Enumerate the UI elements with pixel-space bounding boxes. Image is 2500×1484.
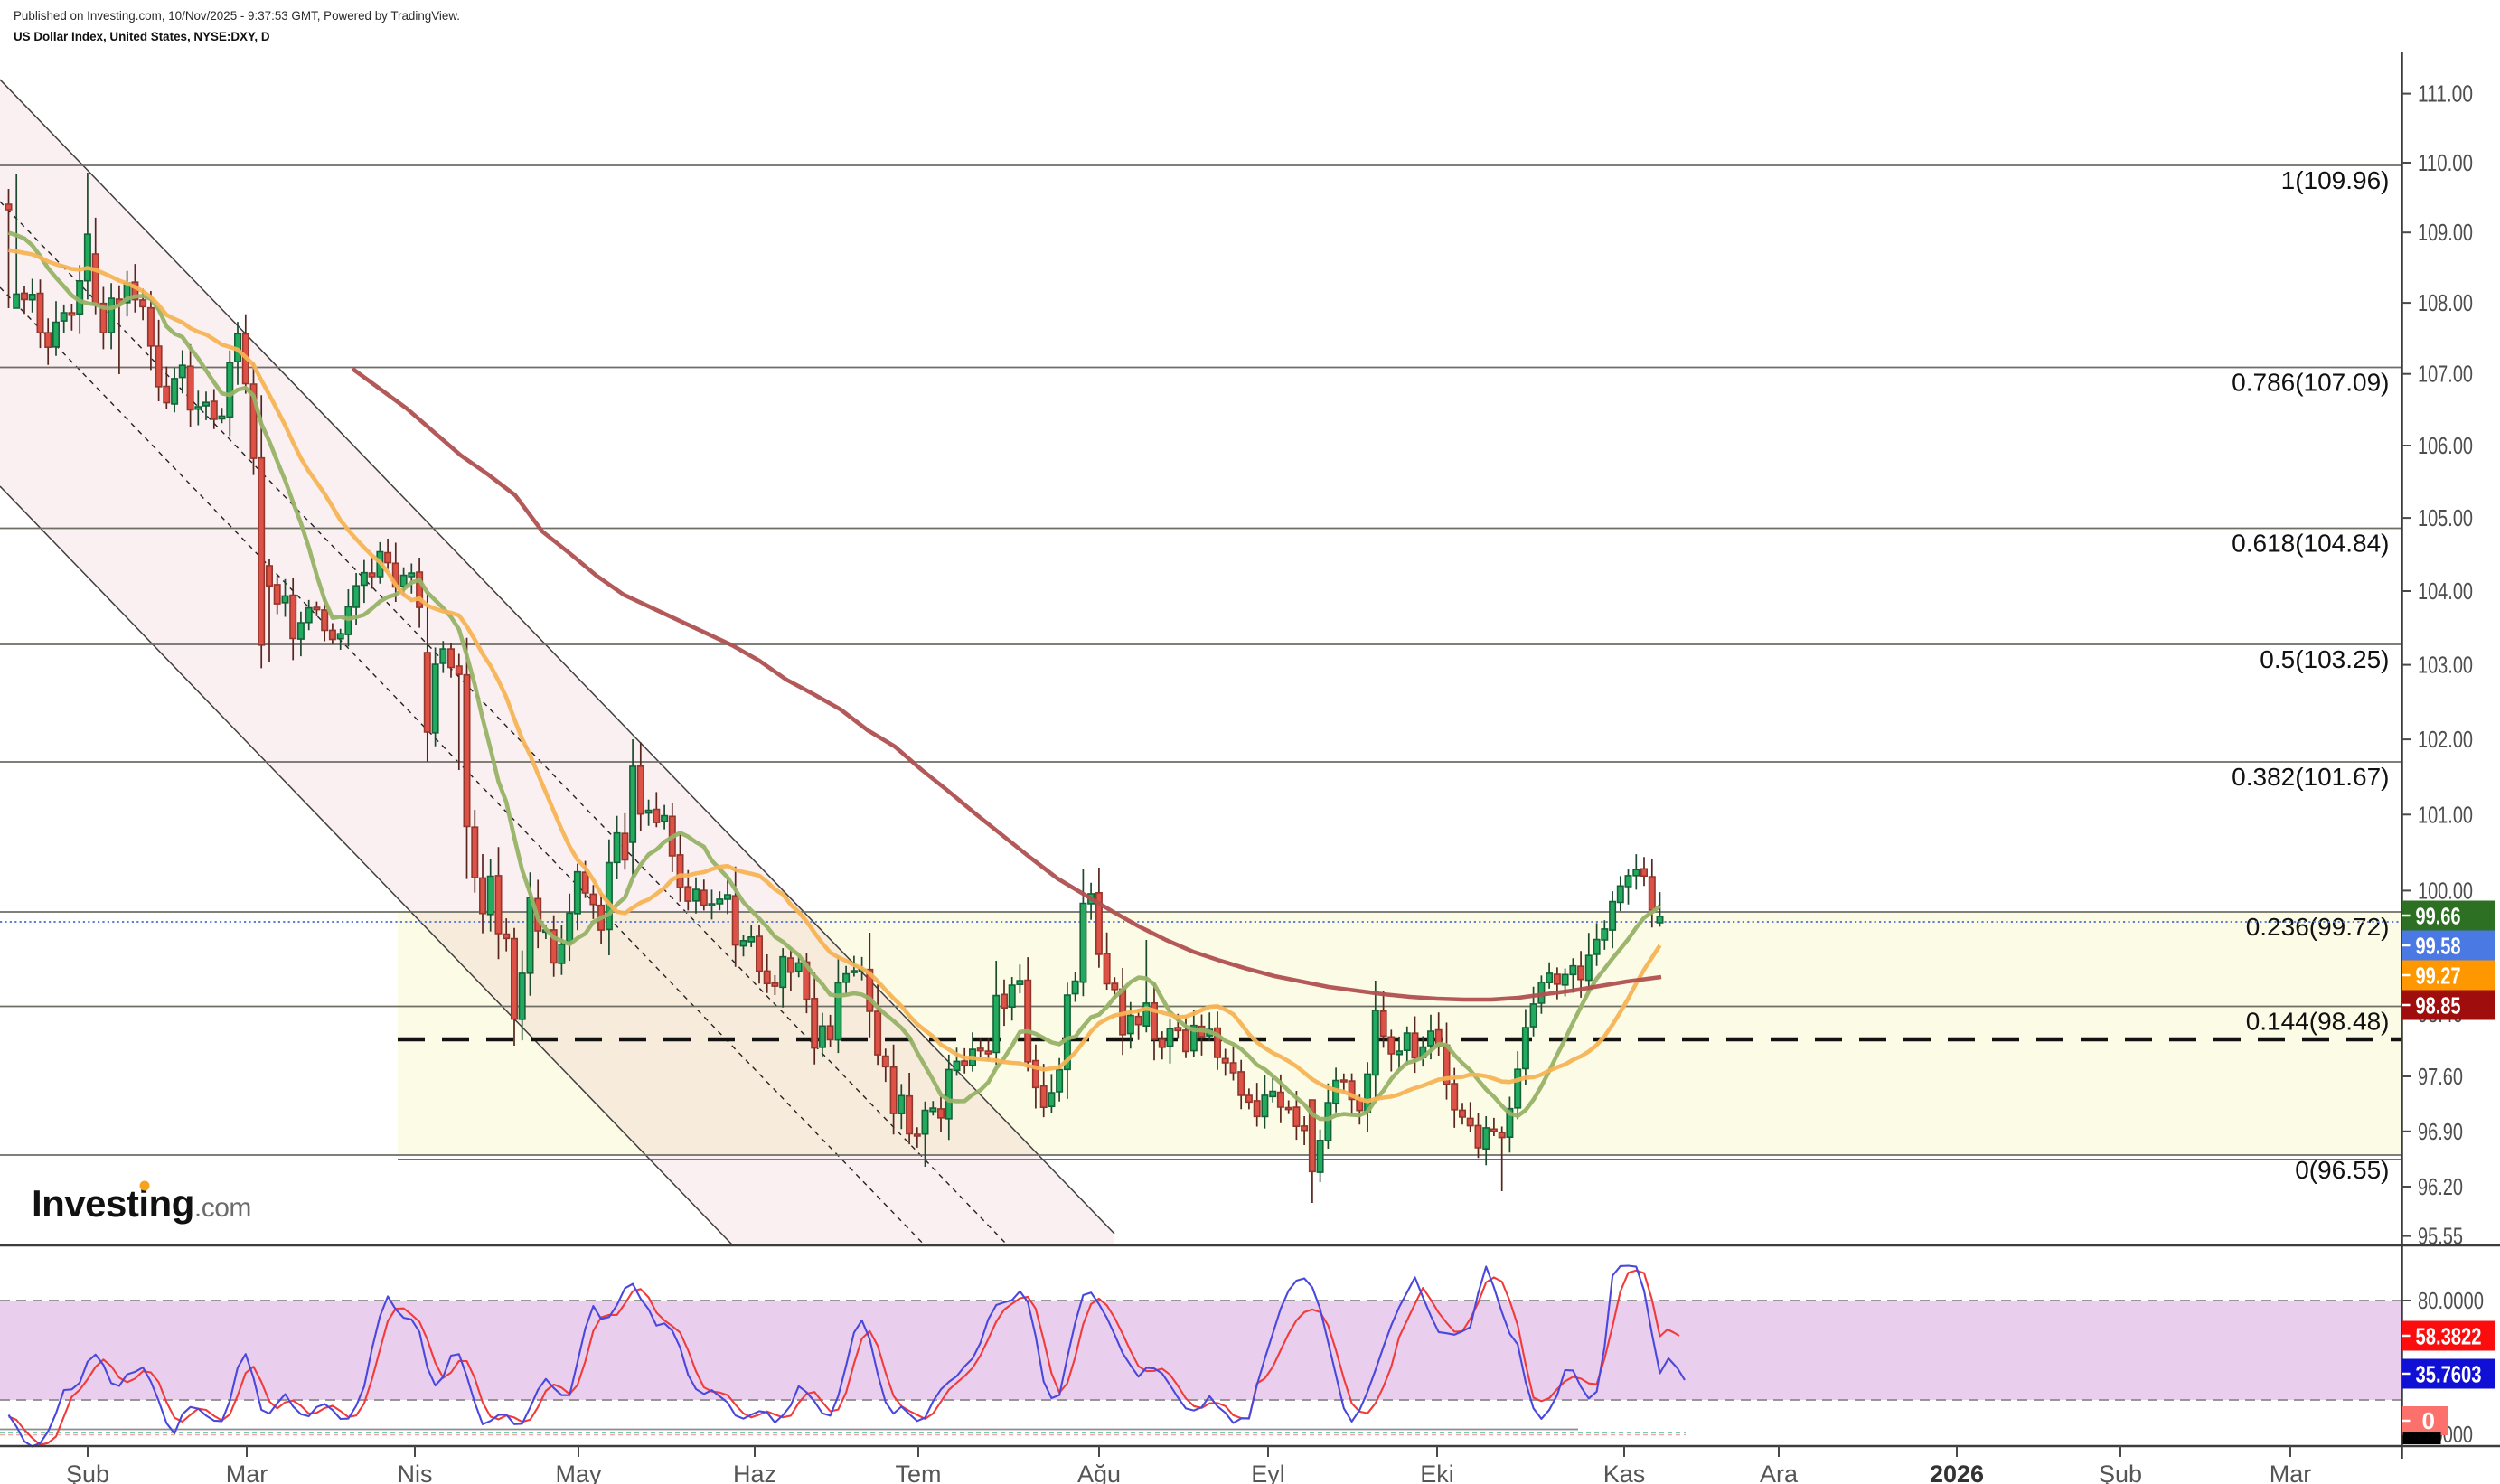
svg-text:0.618(104.84): 0.618(104.84) <box>2232 530 2389 558</box>
svg-text:95.55: 95.55 <box>2418 1223 2463 1250</box>
svg-text:111.00: 111.00 <box>2418 80 2473 108</box>
svg-text:0.382(101.67): 0.382(101.67) <box>2232 763 2389 791</box>
svg-text:0.786(107.09): 0.786(107.09) <box>2232 369 2389 397</box>
svg-text:107.00: 107.00 <box>2418 361 2473 388</box>
svg-text:Published on Investing.com, 10: Published on Investing.com, 10/Nov/2025 … <box>14 9 460 23</box>
svg-text:58.3822: 58.3822 <box>2416 1323 2482 1350</box>
svg-text:99.66: 99.66 <box>2416 903 2461 930</box>
svg-text:Nis: Nis <box>398 1461 433 1484</box>
svg-text:Kas: Kas <box>1603 1461 1646 1484</box>
svg-text:0.236(99.72): 0.236(99.72) <box>2246 913 2390 941</box>
svg-text:Tem: Tem <box>895 1461 941 1484</box>
svg-text:Mar: Mar <box>226 1461 268 1484</box>
svg-text:Eyl: Eyl <box>1251 1461 1285 1484</box>
svg-text:Ağu: Ağu <box>1077 1461 1121 1484</box>
svg-text:35.7603: 35.7603 <box>2416 1361 2482 1388</box>
svg-text:99.27: 99.27 <box>2416 963 2461 990</box>
svg-text:97.60: 97.60 <box>2418 1063 2463 1090</box>
svg-text:0.5(103.25): 0.5(103.25) <box>2260 645 2389 673</box>
svg-text:0: 0 <box>2422 1407 2435 1434</box>
svg-text:102.00: 102.00 <box>2418 726 2473 753</box>
svg-text:106.00: 106.00 <box>2418 432 2473 459</box>
svg-text:May: May <box>555 1461 602 1484</box>
svg-text:96.90: 96.90 <box>2418 1118 2463 1145</box>
svg-text:US Dollar Index, United States: US Dollar Index, United States, NYSE:DXY… <box>14 30 270 43</box>
svg-text:110.00: 110.00 <box>2418 149 2473 176</box>
svg-text:2026: 2026 <box>1930 1461 1984 1484</box>
svg-text:Eki: Eki <box>1420 1461 1454 1484</box>
svg-text:0.144(98.48): 0.144(98.48) <box>2246 1008 2390 1036</box>
svg-text:104.00: 104.00 <box>2418 578 2473 605</box>
svg-text:Mar: Mar <box>2270 1461 2312 1484</box>
svg-text:103.00: 103.00 <box>2418 652 2473 679</box>
svg-text:100.00: 100.00 <box>2418 877 2473 904</box>
svg-text:109.00: 109.00 <box>2418 219 2473 246</box>
svg-text:Şub: Şub <box>2099 1461 2142 1484</box>
svg-text:Ara: Ara <box>1760 1461 1799 1484</box>
svg-text:99.58: 99.58 <box>2416 933 2461 960</box>
svg-text:108.00: 108.00 <box>2418 289 2473 316</box>
svg-text:1(109.96): 1(109.96) <box>2281 166 2390 194</box>
svg-text:0(96.55): 0(96.55) <box>2295 1156 2389 1184</box>
svg-text:Şub: Şub <box>66 1461 109 1484</box>
svg-text:96.20: 96.20 <box>2418 1173 2463 1200</box>
svg-text:Haz: Haz <box>733 1461 776 1484</box>
svg-text:98.85: 98.85 <box>2416 992 2461 1019</box>
svg-text:80.0000: 80.0000 <box>2418 1287 2484 1314</box>
svg-text:101.00: 101.00 <box>2418 801 2473 828</box>
svg-text:105.00: 105.00 <box>2418 504 2473 531</box>
